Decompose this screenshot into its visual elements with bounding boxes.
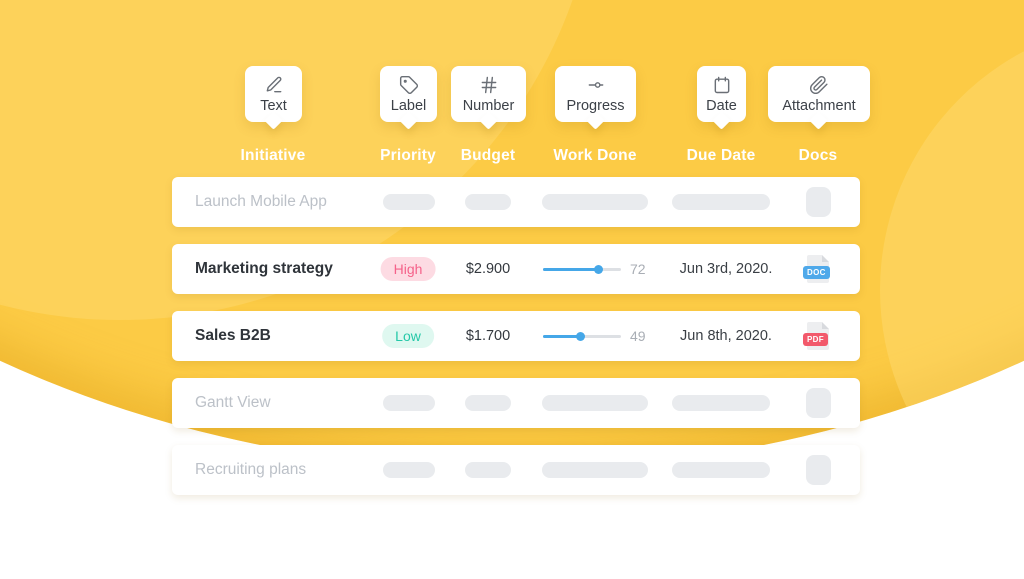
table-row[interactable]: Recruiting plans (172, 445, 860, 495)
table-row[interactable]: Marketing strategy High $2.900 72 Jun 3r… (172, 244, 860, 294)
placeholder-budget (465, 395, 511, 411)
page-fold (822, 255, 829, 262)
doc-file-icon[interactable]: DOC (803, 255, 830, 283)
progress-slider[interactable] (543, 331, 621, 341)
column-header-budget: Budget (460, 147, 516, 164)
progress-slider-fill (543, 331, 586, 341)
task-name: Marketing strategy (195, 260, 333, 277)
due-date-value: Jun 8th, 2020. (680, 328, 772, 344)
doc-file-icon[interactable]: PDF (803, 322, 829, 350)
file-type-badge: PDF (803, 333, 828, 346)
page-fold (822, 322, 829, 329)
placeholder-progress (542, 462, 648, 478)
table-row[interactable]: Gantt View (172, 378, 860, 428)
calendar-icon (714, 76, 729, 93)
placeholder-priority (383, 194, 435, 210)
placeholder-priority (383, 462, 435, 478)
tooltip-label: Label (390, 97, 427, 114)
placeholder-doc (806, 455, 831, 485)
placeholder-due-date (672, 395, 770, 411)
progress-slider[interactable] (543, 264, 621, 274)
placeholder-progress (542, 395, 648, 411)
paperclip-icon (809, 75, 828, 94)
tooltip-label: Progress (566, 97, 625, 114)
progress-slider-thumb[interactable] (576, 331, 586, 341)
placeholder-due-date (672, 194, 770, 210)
priority-badge[interactable]: Low (382, 324, 434, 348)
task-name: Gantt View (195, 394, 271, 411)
placeholder-due-date (672, 462, 770, 478)
hash-icon (481, 76, 496, 93)
progress-value: 72 (630, 261, 646, 277)
tooltip-label: Number (462, 97, 515, 114)
placeholder-doc (806, 388, 831, 418)
table-row[interactable]: Launch Mobile App (172, 177, 860, 227)
column-header-due-date: Due Date (686, 147, 756, 164)
progress-slider-thumb[interactable] (594, 264, 604, 274)
slider-icon (588, 81, 603, 88)
placeholder-progress (542, 194, 648, 210)
tag-icon (399, 75, 418, 94)
task-name: Sales B2B (195, 327, 271, 344)
pencil-icon (266, 76, 281, 92)
placeholder-budget (465, 462, 511, 478)
tooltip-label: Text (260, 97, 287, 114)
placeholder-doc (806, 187, 831, 217)
field-tooltip-date: Date (697, 66, 746, 130)
column-header-docs: Docs (798, 147, 838, 164)
progress-slider-fill (543, 264, 604, 274)
due-date-value: Jun 3rd, 2020. (679, 261, 773, 277)
priority-badge[interactable]: High (380, 257, 436, 281)
file-type-badge: DOC (803, 266, 830, 279)
task-name: Launch Mobile App (195, 193, 327, 210)
column-header-priority: Priority (380, 147, 436, 164)
progress-value: 49 (630, 328, 646, 344)
tooltip-label: Attachment (782, 97, 856, 114)
field-tooltip-number: Number (451, 66, 526, 130)
column-header-work-done: Work Done (553, 147, 637, 164)
table-row[interactable]: Sales B2B Low $1.700 49 Jun 8th, 2020. P… (172, 311, 860, 361)
field-tooltip-label: Label (380, 66, 437, 130)
column-header-initiative: Initiative (240, 147, 306, 164)
placeholder-budget (465, 194, 511, 210)
budget-value: $1.700 (465, 328, 511, 344)
budget-value: $2.900 (465, 261, 511, 277)
light-yellow-blob-right (880, 20, 1024, 470)
task-name: Recruiting plans (195, 461, 307, 478)
tooltip-label: Date (706, 97, 737, 114)
placeholder-priority (383, 395, 435, 411)
field-tooltip-text: Text (245, 66, 302, 130)
field-tooltip-attachment: Attachment (768, 66, 870, 130)
field-tooltip-progress: Progress (555, 66, 636, 130)
